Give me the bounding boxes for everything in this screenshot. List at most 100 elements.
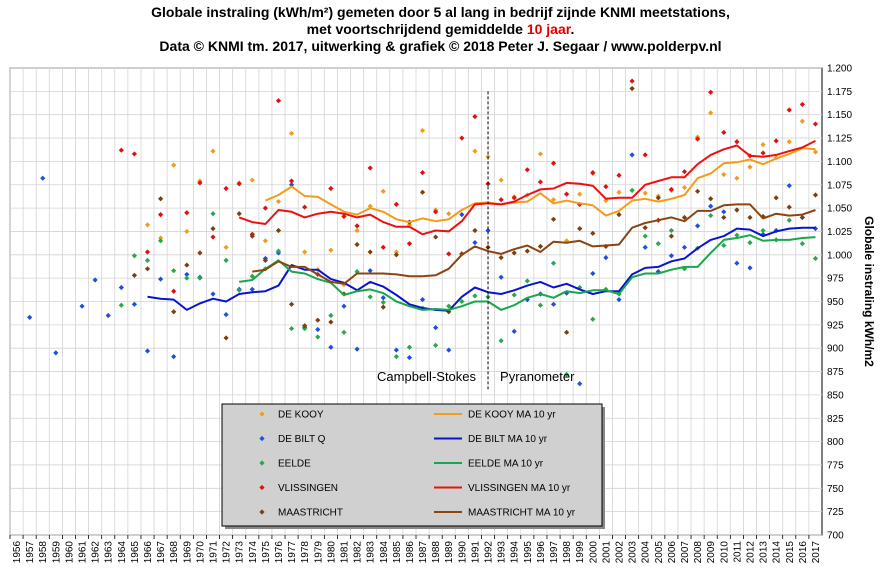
point-eelde <box>275 248 282 254</box>
point-de-kooy <box>708 110 714 116</box>
point-de-bilt-q <box>459 212 465 218</box>
point-de-bilt-q <box>40 175 46 181</box>
point-eelde <box>721 242 727 249</box>
point-maastricht <box>131 272 138 278</box>
point-de-kooy <box>380 188 386 194</box>
x-tick-label: 2010 <box>719 541 730 564</box>
x-tick-label: 1969 <box>182 541 193 564</box>
chart-marks <box>27 78 819 387</box>
point-de-bilt-q <box>328 344 334 350</box>
point-eelde <box>511 292 517 298</box>
point-maastricht <box>249 233 255 239</box>
point-vlissingen <box>406 240 413 247</box>
y-tick-label: 975 <box>827 274 844 285</box>
point-eelde <box>197 275 203 281</box>
point-vlissingen <box>262 205 268 211</box>
x-tick-label: 2005 <box>654 541 665 564</box>
point-de-bilt-q <box>472 240 478 246</box>
point-eelde <box>668 227 674 234</box>
point-eelde <box>472 293 478 299</box>
x-tick-label: 2006 <box>667 541 678 564</box>
x-tick-label: 1991 <box>470 541 481 564</box>
y-tick-label: 1.200 <box>827 64 852 75</box>
point-maastricht <box>786 204 792 210</box>
x-tick-label: 1956 <box>12 541 23 564</box>
legend-label: DE KOOY <box>278 410 324 421</box>
point-vlissingen <box>210 234 216 240</box>
point-eelde <box>367 294 373 300</box>
x-tick-label: 1975 <box>261 541 272 564</box>
point-eelde <box>302 325 308 332</box>
point-vlissingen <box>721 129 727 136</box>
x-tick-label: 2001 <box>601 541 612 564</box>
point-de-kooy <box>275 198 282 205</box>
point-maastricht <box>288 301 295 307</box>
x-tick-label: 1974 <box>248 541 259 564</box>
legend-label: MAASTRICHT MA 10 yr <box>468 508 576 519</box>
point-maastricht <box>275 227 282 234</box>
point-vlissingen <box>236 181 242 187</box>
title-line-2: met voortschrijdend gemiddelde 10 jaar. <box>0 21 881 38</box>
point-maastricht <box>524 248 530 254</box>
point-de-kooy <box>616 189 622 195</box>
legend-label: EELDE <box>278 459 311 470</box>
x-tick-label: 1961 <box>78 541 89 564</box>
point-eelde <box>629 187 635 193</box>
y-tick-label: 800 <box>827 437 844 448</box>
point-de-bilt-q <box>158 276 164 282</box>
x-tick-label: 1971 <box>209 541 220 564</box>
point-maastricht <box>550 216 557 222</box>
legend-marker <box>259 435 265 442</box>
x-tick-label: 1958 <box>38 541 49 564</box>
point-eelde <box>171 268 177 274</box>
point-vlissingen <box>760 150 766 156</box>
point-de-bilt-q <box>721 209 727 215</box>
point-vlissingen <box>511 195 517 201</box>
point-de-bilt-q <box>249 286 255 292</box>
point-eelde <box>577 284 583 291</box>
point-de-kooy <box>577 191 583 197</box>
point-de-bilt-q <box>590 270 596 277</box>
point-de-bilt-q <box>629 152 635 158</box>
point-eelde <box>760 227 766 234</box>
x-tick-label: 1993 <box>497 541 508 564</box>
x-tick-label: 2017 <box>811 541 822 564</box>
legend-label: MAASTRICHT <box>278 508 343 519</box>
y-tick-label: 1.000 <box>827 250 852 261</box>
point-de-kooy <box>786 139 792 145</box>
point-maastricht <box>734 207 740 213</box>
point-de-kooy <box>249 177 255 183</box>
point-vlissingen <box>158 212 164 218</box>
point-de-bilt-q <box>118 284 124 291</box>
point-de-bilt-q <box>393 347 399 353</box>
point-vlissingen <box>734 139 740 145</box>
point-maastricht <box>629 85 635 92</box>
title-line-2-end: . <box>570 21 575 37</box>
y-tick-label: 950 <box>827 297 844 308</box>
point-de-bilt-q <box>498 274 504 280</box>
point-maastricht <box>393 252 399 258</box>
point-eelde <box>288 325 295 332</box>
point-de-bilt-q <box>642 244 648 250</box>
x-tick-label: 1963 <box>104 541 115 564</box>
point-de-kooy <box>367 203 373 209</box>
point-eelde <box>433 342 439 348</box>
point-de-kooy <box>393 249 399 255</box>
x-tick-label: 2009 <box>706 541 717 564</box>
y-tick-label: 1.050 <box>827 204 852 215</box>
annotation-pyranometer: Pyranometer <box>500 369 575 384</box>
x-tick-label: 2004 <box>641 541 652 564</box>
point-vlissingen <box>668 186 674 193</box>
point-maastricht <box>419 189 426 195</box>
point-de-kooy <box>171 162 177 168</box>
x-tick-label: 1978 <box>300 541 311 564</box>
point-vlissingen <box>131 151 138 157</box>
point-de-bilt-q <box>747 265 753 271</box>
point-de-bilt-q <box>53 350 59 356</box>
point-de-kooy <box>498 177 504 183</box>
y-tick-label: 700 <box>827 531 844 542</box>
y-tick-label: 1.175 <box>827 87 852 98</box>
point-vlissingen <box>446 251 452 257</box>
point-de-kooy <box>158 235 164 241</box>
